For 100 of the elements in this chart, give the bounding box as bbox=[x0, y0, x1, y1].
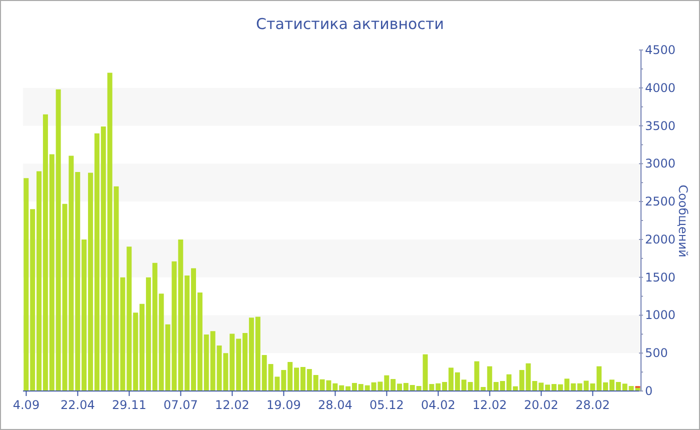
bar bbox=[82, 239, 87, 391]
bar bbox=[558, 384, 563, 391]
bar bbox=[390, 379, 396, 391]
bar bbox=[42, 114, 48, 391]
bar bbox=[436, 383, 441, 391]
bar bbox=[94, 133, 100, 391]
bar bbox=[538, 382, 544, 391]
bar bbox=[590, 383, 596, 391]
x-tick-label: 28.04 bbox=[318, 398, 352, 412]
y-tick-label: 1000 bbox=[645, 308, 676, 322]
bar bbox=[545, 384, 550, 391]
bar bbox=[609, 380, 614, 391]
bar bbox=[262, 355, 267, 391]
bar bbox=[519, 370, 524, 391]
bar bbox=[68, 156, 74, 391]
bar bbox=[268, 364, 274, 391]
bar bbox=[320, 379, 325, 391]
x-tick-label: 19.09 bbox=[266, 398, 301, 412]
bar bbox=[454, 372, 460, 391]
bar bbox=[603, 382, 608, 391]
bar bbox=[628, 386, 634, 391]
x-tick-label: 28.02 bbox=[576, 398, 610, 412]
bar bbox=[397, 384, 402, 391]
bar bbox=[326, 380, 332, 391]
bar bbox=[165, 324, 170, 391]
bar bbox=[506, 374, 512, 391]
bar bbox=[230, 334, 235, 391]
bar bbox=[448, 368, 454, 391]
bar bbox=[210, 331, 216, 391]
bar bbox=[378, 382, 383, 391]
bar bbox=[288, 362, 293, 391]
bar bbox=[223, 353, 228, 391]
bar bbox=[36, 171, 42, 391]
bar bbox=[358, 384, 364, 391]
bar bbox=[281, 370, 286, 391]
x-tick-label: 12.02 bbox=[215, 398, 250, 412]
bar bbox=[570, 383, 576, 391]
bar bbox=[146, 277, 151, 391]
y-tick-label: 3000 bbox=[645, 156, 676, 171]
bar bbox=[313, 375, 318, 391]
bar bbox=[410, 385, 415, 391]
bar bbox=[126, 246, 132, 391]
bar bbox=[56, 89, 61, 391]
bar bbox=[88, 172, 94, 391]
bar bbox=[178, 239, 184, 391]
y-tick-label: 4500 bbox=[645, 43, 676, 57]
x-tick-label: 04.02 bbox=[421, 398, 456, 412]
y-tick-label: 1500 bbox=[645, 270, 676, 284]
bar bbox=[24, 178, 29, 391]
bar bbox=[500, 380, 506, 391]
x-tick-label: 4.09 bbox=[12, 398, 40, 412]
bar bbox=[242, 333, 248, 391]
bar bbox=[442, 382, 448, 391]
y-axis-title: Сообщений bbox=[676, 184, 690, 258]
bar bbox=[306, 369, 312, 391]
bar bbox=[75, 172, 80, 391]
bar bbox=[494, 382, 499, 391]
bar bbox=[255, 316, 260, 391]
bar bbox=[552, 384, 557, 391]
bar bbox=[216, 346, 222, 391]
y-tick-label: 3500 bbox=[645, 118, 676, 133]
bar bbox=[236, 338, 242, 391]
bar bbox=[622, 384, 628, 391]
x-tick-label: 22.04 bbox=[60, 398, 95, 412]
bar bbox=[584, 380, 589, 391]
bar bbox=[274, 376, 280, 391]
bar bbox=[120, 277, 126, 391]
bar bbox=[184, 275, 190, 391]
bar bbox=[526, 363, 531, 391]
x-tick-label: 20.02 bbox=[524, 398, 558, 412]
y-tick-label: 2000 bbox=[645, 232, 676, 246]
bar bbox=[403, 382, 408, 391]
y-tick-label: 4000 bbox=[645, 80, 676, 95]
bar bbox=[416, 386, 422, 391]
bar bbox=[133, 312, 138, 391]
bar bbox=[300, 366, 306, 391]
bar bbox=[114, 186, 119, 391]
y-tick-label: 0 bbox=[645, 384, 653, 398]
bar bbox=[107, 72, 112, 391]
chart-title: Статистика активности bbox=[255, 15, 445, 33]
bar bbox=[158, 294, 164, 391]
bar bbox=[62, 204, 68, 391]
y-tick-label: 500 bbox=[645, 346, 668, 360]
x-tick-label: 29.11 bbox=[112, 398, 146, 412]
bar bbox=[468, 382, 473, 391]
bar bbox=[30, 209, 36, 391]
x-tick-label: 07.07 bbox=[164, 398, 198, 412]
bar bbox=[49, 154, 54, 391]
bar bbox=[474, 361, 480, 391]
bar bbox=[596, 366, 602, 391]
bar bbox=[564, 378, 570, 391]
bar bbox=[371, 382, 376, 391]
y-tick-label: 2500 bbox=[645, 194, 676, 209]
bar bbox=[100, 126, 106, 391]
bar bbox=[532, 380, 538, 391]
bar bbox=[140, 304, 145, 391]
bar bbox=[191, 268, 196, 391]
bar bbox=[487, 366, 492, 391]
bar bbox=[204, 334, 209, 391]
x-tick-label: 05.12 bbox=[370, 398, 404, 412]
